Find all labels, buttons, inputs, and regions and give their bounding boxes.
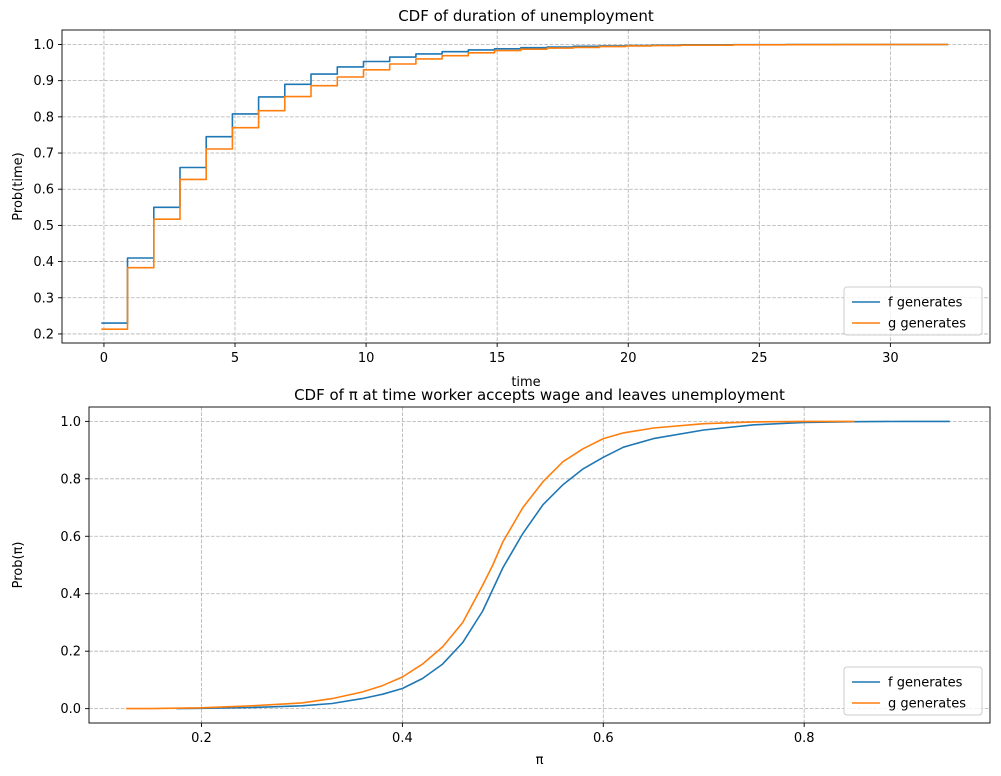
series-lines	[101, 43, 949, 330]
x-tick-label: 0.8	[794, 731, 815, 746]
y-tick-label: 0.3	[33, 291, 54, 306]
x-tick-label: 5	[231, 351, 239, 366]
y-axis-ticks: 0.0 0.2 0.4 0.6 0.8 1.0	[60, 415, 89, 717]
x-tick-label: 25	[751, 351, 768, 366]
y-tick-label: 0.6	[33, 183, 54, 198]
x-axis-label: π	[536, 753, 544, 768]
grid	[89, 407, 990, 723]
x-tick-label: 0.2	[191, 731, 212, 746]
x-axis-ticks: 0.2 0.4 0.6 0.8	[191, 723, 815, 746]
y-tick-label: 0.4	[33, 255, 54, 270]
y-tick-label: 0.8	[33, 110, 54, 125]
x-axis-ticks: 0 5 10 15 20 25 30	[100, 343, 899, 366]
y-axis-label: Prob(π)	[11, 542, 26, 589]
series-line-g	[126, 420, 855, 710]
x-tick-label: 0.4	[392, 731, 413, 746]
y-tick-label: 0.4	[60, 587, 81, 602]
y-tick-label: 0.8	[60, 472, 81, 487]
y-axis-label: Prob(time)	[11, 152, 26, 220]
y-tick-label: 0.2	[60, 645, 81, 660]
legend: f generates g generates	[843, 666, 983, 716]
x-axis-label: time	[511, 375, 540, 390]
y-tick-label: 0.2	[33, 327, 54, 342]
legend-label-f: f generates	[888, 676, 963, 691]
series-line-f	[176, 420, 950, 710]
y-tick-label: 0.6	[60, 530, 81, 545]
y-tick-label: 0.9	[33, 74, 54, 89]
x-tick-label: 10	[358, 351, 375, 366]
cdf-duration-panel: CDF of duration of unemployment 0 5 10 15 20…	[11, 7, 991, 390]
legend-label-g: g generates	[888, 697, 966, 712]
x-tick-label: 20	[620, 351, 637, 366]
y-tick-label: 0.5	[33, 219, 54, 234]
y-axis-ticks: 0.2 0.3 0.4 0.5 0.6 0.7 0.8 0.9 1.0	[33, 38, 62, 342]
legend: f generates g generates	[843, 286, 983, 336]
chart-title: CDF of π at time worker accepts wage and…	[294, 386, 785, 404]
plot-frame	[88, 406, 991, 724]
legend-label-f: f generates	[888, 296, 963, 311]
x-tick-label: 15	[489, 351, 506, 366]
x-tick-label: 30	[882, 351, 899, 366]
plot-frame	[61, 29, 991, 344]
legend-label-g: g generates	[888, 317, 966, 332]
chart-title: CDF of duration of unemployment	[398, 7, 654, 25]
y-tick-label: 1.0	[60, 415, 81, 430]
x-tick-label: 0	[100, 351, 108, 366]
cdf-pi-panel: CDF of π at time worker accepts wage and…	[11, 386, 991, 768]
y-tick-label: 0.7	[33, 147, 54, 162]
y-tick-label: 0.0	[60, 702, 81, 717]
x-tick-label: 0.6	[593, 731, 614, 746]
y-tick-label: 1.0	[33, 38, 54, 53]
series-line-g	[101, 43, 949, 330]
series-line-f	[101, 43, 949, 324]
series-lines	[126, 420, 950, 710]
